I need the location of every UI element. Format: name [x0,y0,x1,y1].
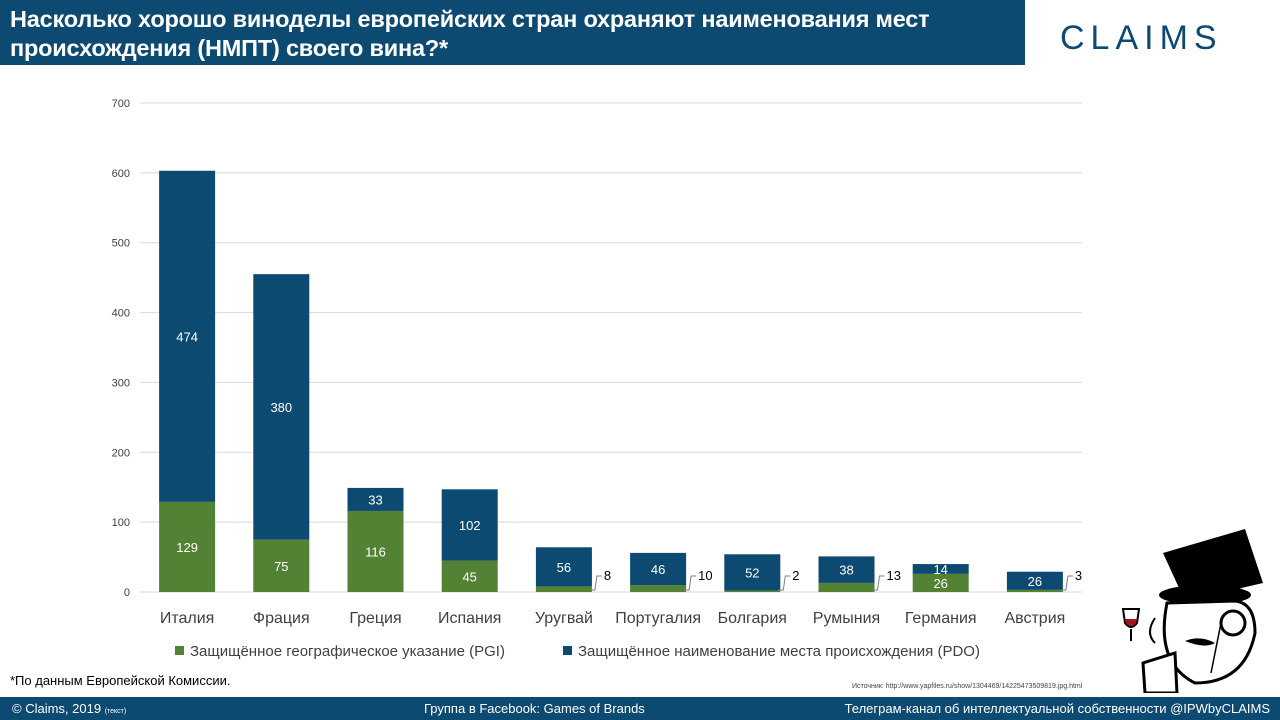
data-label-pdo: 33 [368,492,382,507]
legend-label: Защищённое географическое указание (PGI) [190,643,505,660]
data-label-pdo: 102 [459,518,481,533]
y-tick-label: 600 [112,168,130,180]
data-label-pdo: 474 [176,329,198,344]
data-label-pdo: 52 [745,565,759,580]
bar-pdo [630,552,687,586]
bar-pgi [253,539,310,592]
x-tick-label: Уругвай [535,610,593,627]
x-tick-label: Болгария [718,610,787,627]
bar-pgi [159,501,216,592]
bar-pgi [347,510,404,592]
y-tick-label: 200 [112,447,130,459]
y-tick-label: 0 [124,587,130,599]
bar-pdo [535,547,592,587]
x-tick-label: Италия [160,610,214,627]
x-tick-label: Греция [349,610,401,627]
leader-line [778,575,791,591]
data-label-pdo: 14 [933,562,947,577]
stacked-bar-chart: 0 100 200 300 400 500 600 700 474 129 380 75 33 116 1… [112,98,1082,660]
data-label-pgi: 8 [604,568,611,583]
legend-swatch [175,646,184,655]
leader-line [1060,575,1073,591]
x-tick-label: Фрация [253,610,310,627]
y-tick-label: 400 [112,308,130,320]
facebook-group-link[interactable]: Группа в Facebook: Games of Brands [424,701,645,716]
bar-pgi [630,585,687,592]
bar-pdo [1006,571,1063,590]
bar-pgi [441,560,498,592]
leader-line [684,575,697,591]
footer-bar: © Claims, 2019 (текст) Группа в Facebook… [0,697,1280,720]
copyright-note: (текст) [104,708,127,715]
data-label-pdo: 38 [839,563,853,578]
data-label-pgi: 3 [1075,568,1082,583]
page-title: Насколько хорошо виноделы европейских ст… [10,6,930,61]
bar-pgi [724,590,781,592]
copyright-text: © Claims, 2019 (текст) [12,701,127,716]
x-tick-label: Германия [905,610,977,627]
legend-label: Защищённое наименование места происхожде… [578,643,980,660]
bar-pdo [441,489,498,561]
footnote: *По данным Европейской Комиссии. [10,673,231,688]
telegram-channel-link[interactable]: Телеграм-канал об интеллектуальной собст… [844,701,1270,716]
data-label-pgi: 45 [462,569,476,584]
legend-swatch [563,646,572,655]
leader-line [872,575,885,591]
bar-pdo [253,274,310,540]
x-tick-label: Португалия [615,610,701,627]
y-tick-label: 500 [112,238,130,250]
x-tick-label: Румыния [813,610,880,627]
bar-pdo [818,556,875,583]
y-tick-label: 300 [112,377,130,389]
leader-line [589,575,602,591]
data-label-pgi: 10 [698,568,712,583]
data-label-pdo: 26 [1028,574,1042,589]
x-tick-label: Испания [438,610,502,627]
y-tick-label: 100 [112,517,130,529]
source-link[interactable]: Источник: http://www.yapfiles.ru/show/13… [852,683,1083,690]
chart-y-ticks: 0 100 200 300 400 500 600 700 [112,98,130,599]
bar-pgi [535,586,592,592]
y-tick-label: 700 [112,98,130,110]
bar-pdo [159,170,216,502]
data-label-pdo: 56 [557,560,571,575]
data-label-pgi: 2 [792,568,799,583]
bar-pgi [1006,589,1063,592]
chart-x-labels: Италия Фрация Греция Испания Уругвай Португал… [160,610,1065,627]
x-tick-label: Австрия [1004,610,1065,627]
bar-pdo [724,554,781,591]
data-label-pdo: 46 [651,562,665,577]
data-label-pgi: 13 [887,568,901,583]
data-label-pgi: 129 [176,540,198,555]
data-label-pgi: 75 [274,559,288,574]
data-label-pdo: 380 [270,400,292,415]
gentleman-meme-icon [1121,529,1263,693]
data-label-pgi: 26 [933,576,947,591]
chart-legend: Защищённое географическое указание (PGI)… [175,643,980,660]
bar-pgi [818,582,875,592]
title-bar: Насколько хорошо виноделы европейских ст… [0,0,1025,65]
bar-pdo [347,487,404,511]
data-label-pgi: 116 [365,544,386,559]
claims-logo: CLAIMS [1060,19,1223,57]
bar-pgi [912,573,969,592]
bar-pdo [912,564,969,574]
